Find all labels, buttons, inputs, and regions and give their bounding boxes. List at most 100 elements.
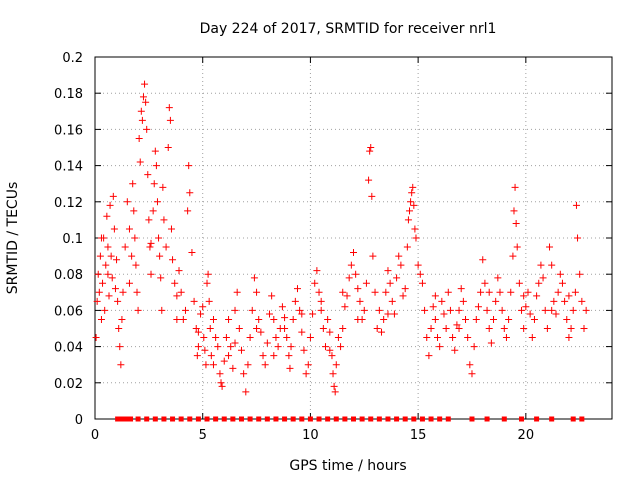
baseline-marker xyxy=(152,416,158,422)
data-point-plus xyxy=(257,328,265,336)
data-point-plus xyxy=(580,325,588,332)
data-point-plus xyxy=(169,256,177,264)
data-point-plus xyxy=(217,379,225,387)
data-point-plus xyxy=(371,288,379,296)
data-point-plus xyxy=(201,346,209,354)
data-point-plus xyxy=(477,288,485,296)
data-point-plus xyxy=(222,334,230,342)
data-point-plus xyxy=(313,267,321,275)
baseline-marker xyxy=(161,416,167,422)
y-tick-label: 0.16 xyxy=(54,123,83,138)
data-point-plus xyxy=(96,252,104,260)
y-tick-label: 0 xyxy=(75,413,83,428)
baseline-marker xyxy=(411,416,417,422)
baseline-marker xyxy=(419,416,425,422)
data-point-plus xyxy=(483,306,491,314)
data-point-plus xyxy=(103,212,111,220)
data-point-plus xyxy=(490,315,498,323)
data-point-plus xyxy=(453,321,461,329)
data-point-plus xyxy=(233,288,241,296)
data-point-plus xyxy=(328,352,336,360)
data-point-plus xyxy=(561,297,569,305)
baseline-marker xyxy=(204,416,210,422)
data-point-plus xyxy=(330,382,338,390)
data-point-plus xyxy=(250,274,258,282)
data-point-plus xyxy=(125,225,133,233)
data-point-plus xyxy=(274,343,282,351)
data-point-plus xyxy=(321,343,329,351)
data-point-plus xyxy=(436,343,444,351)
data-point-plus xyxy=(408,189,416,197)
data-point-plus xyxy=(513,243,521,251)
data-point-plus xyxy=(159,183,167,191)
data-point-plus xyxy=(565,292,573,300)
data-point-plus xyxy=(511,183,519,191)
baseline-marker xyxy=(484,416,490,422)
data-point-plus xyxy=(317,306,325,314)
baseline-marker xyxy=(307,416,313,422)
baseline-marker xyxy=(299,416,305,422)
data-point-plus xyxy=(354,315,362,323)
data-point-plus xyxy=(343,292,351,300)
data-point-plus xyxy=(565,334,573,342)
data-point-plus xyxy=(128,252,136,260)
data-point-plus xyxy=(411,225,419,233)
data-point-plus xyxy=(272,334,280,342)
data-point-plus xyxy=(496,288,504,296)
data-point-plus xyxy=(142,98,150,106)
data-point-plus xyxy=(113,256,121,264)
data-point-plus xyxy=(539,274,547,282)
data-point-plus xyxy=(459,297,467,305)
data-point-plus xyxy=(512,220,520,228)
data-point-plus xyxy=(220,357,228,365)
baseline-marker xyxy=(359,416,365,422)
data-point-plus xyxy=(97,315,105,323)
data-point-plus xyxy=(242,388,250,396)
data-point-plus xyxy=(248,306,256,314)
data-point-plus xyxy=(515,279,523,287)
baseline-marker xyxy=(187,416,193,422)
baseline-marker xyxy=(316,416,322,422)
data-point-plus xyxy=(386,279,394,287)
data-point-plus xyxy=(104,243,112,251)
data-point-plus xyxy=(576,270,584,278)
y-tick-label: 0.02 xyxy=(54,377,83,392)
data-point-plus xyxy=(378,328,386,336)
data-point-plus xyxy=(416,270,424,278)
data-point-plus xyxy=(535,279,543,287)
data-point-plus xyxy=(194,343,202,351)
data-point-plus xyxy=(255,315,263,323)
data-point-plus xyxy=(92,334,100,342)
data-point-plus xyxy=(329,370,337,378)
data-point-plus xyxy=(111,285,119,293)
x-tick-label: 15 xyxy=(410,428,427,443)
data-point-plus xyxy=(546,243,554,251)
data-point-plus xyxy=(451,346,459,354)
data-point-plus xyxy=(197,310,205,318)
data-point-plus xyxy=(470,343,478,351)
baseline-marker xyxy=(290,416,296,422)
data-point-plus xyxy=(326,328,334,336)
baseline-marker xyxy=(385,416,391,422)
data-point-plus xyxy=(373,325,381,332)
data-point-plus xyxy=(244,361,252,369)
data-point-plus xyxy=(240,370,248,378)
data-point-plus xyxy=(114,297,122,305)
data-point-plus xyxy=(356,297,364,305)
y-tick-label: 0.12 xyxy=(54,196,83,211)
data-point-plus xyxy=(399,292,407,300)
data-point-plus xyxy=(253,325,261,332)
data-point-plus xyxy=(186,189,194,197)
data-point-plus xyxy=(548,306,556,314)
data-point-plus xyxy=(434,334,442,342)
data-point-plus xyxy=(380,315,388,323)
data-point-plus xyxy=(293,285,301,293)
x-axis-label: GPS time / hours xyxy=(289,458,406,474)
data-point-plus xyxy=(166,116,174,124)
baseline-marker xyxy=(128,416,134,422)
data-point-plus xyxy=(563,315,571,323)
baseline-marker xyxy=(570,416,576,422)
baseline-marker xyxy=(230,416,236,422)
data-point-plus xyxy=(326,346,334,354)
data-point-plus xyxy=(440,310,448,318)
